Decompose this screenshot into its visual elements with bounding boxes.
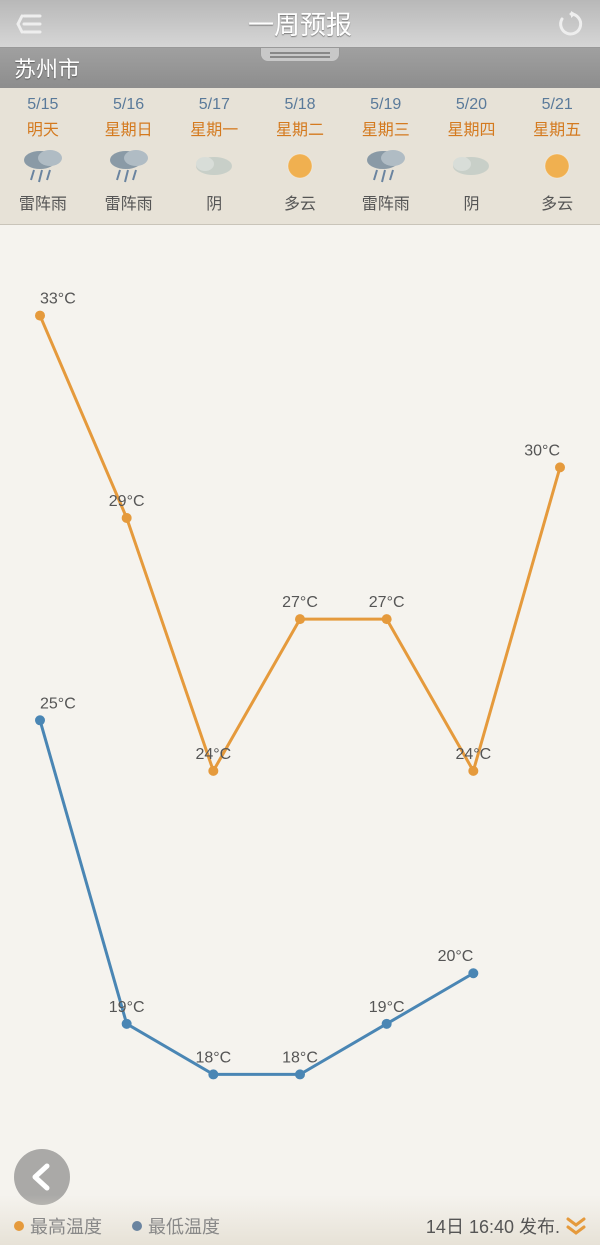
day-date: 5/21: [514, 96, 600, 114]
weather-icon: [534, 146, 580, 186]
day-label: 星期五: [514, 116, 600, 140]
weather-icon: [191, 146, 237, 186]
day-condition: 多云: [257, 190, 343, 214]
day-col[interactable]: 5/19 星期三 雷阵雨: [343, 88, 429, 224]
chevron-down-icon[interactable]: [566, 1217, 586, 1235]
legend-high-dot: [14, 1221, 24, 1231]
forecast-row: 5/15 明天 雷阵雨 5/16 星期日 雷阵雨 5/17 星期一 阴 5/18…: [0, 88, 600, 225]
day-condition: 阴: [171, 190, 257, 214]
menu-icon[interactable]: [14, 9, 44, 39]
svg-text:18°C: 18°C: [282, 1049, 318, 1066]
svg-text:19°C: 19°C: [369, 999, 405, 1016]
header: 一周预报: [0, 0, 600, 48]
page-title: 一周预报: [248, 5, 352, 42]
svg-text:30°C: 30°C: [524, 442, 560, 459]
day-label: 星期日: [86, 116, 172, 140]
day-condition: 雷阵雨: [343, 190, 429, 214]
svg-text:20°C: 20°C: [438, 948, 474, 965]
day-col[interactable]: 5/21 星期五 多云: [514, 88, 600, 224]
day-condition: 阴: [429, 190, 515, 214]
day-condition: 多云: [514, 190, 600, 214]
legend-low-dot: [132, 1221, 142, 1231]
weather-icon: [363, 146, 409, 186]
publish-time: 14日 16:40 发布.: [426, 1213, 586, 1239]
weather-icon: [448, 146, 494, 186]
day-label: 明天: [0, 116, 86, 140]
legend-low-label: 最低温度: [148, 1213, 220, 1239]
legend-high: 最高温度: [14, 1213, 102, 1239]
day-date: 5/20: [429, 96, 515, 114]
footer: 最高温度 最低温度 14日 16:40 发布.: [0, 1195, 600, 1245]
weather-icon: [277, 146, 323, 186]
day-col[interactable]: 5/15 明天 雷阵雨: [0, 88, 86, 224]
legend-low: 最低温度: [132, 1213, 220, 1239]
day-date: 5/19: [343, 96, 429, 114]
day-date: 5/18: [257, 96, 343, 114]
weather-icon: [20, 146, 66, 186]
day-condition: 雷阵雨: [0, 190, 86, 214]
svg-text:24°C: 24°C: [455, 746, 491, 763]
svg-text:25°C: 25°C: [40, 695, 76, 712]
temperature-chart: 33°C 29°C 24°C 27°C 27°C 24°C 30°C 25°C 19°C 18°C…: [0, 255, 600, 1175]
svg-text:27°C: 27°C: [282, 594, 318, 611]
day-date: 5/15: [0, 96, 86, 114]
svg-text:27°C: 27°C: [369, 594, 405, 611]
day-date: 5/17: [171, 96, 257, 114]
day-label: 星期一: [171, 116, 257, 140]
drag-handle-icon[interactable]: [260, 48, 340, 62]
svg-text:19°C: 19°C: [109, 999, 145, 1016]
day-col[interactable]: 5/17 星期一 阴: [171, 88, 257, 224]
svg-text:33°C: 33°C: [40, 291, 76, 308]
day-col[interactable]: 5/18 星期二 多云: [257, 88, 343, 224]
day-label: 星期四: [429, 116, 515, 140]
legend-high-label: 最高温度: [30, 1213, 102, 1239]
chart-svg: 33°C 29°C 24°C 27°C 27°C 24°C 30°C 25°C 19°C 18°C…: [0, 255, 600, 1175]
day-date: 5/16: [86, 96, 172, 114]
svg-text:29°C: 29°C: [109, 493, 145, 510]
day-label: 星期三: [343, 116, 429, 140]
day-condition: 雷阵雨: [86, 190, 172, 214]
day-col[interactable]: 5/20 星期四 阴: [429, 88, 515, 224]
day-label: 星期二: [257, 116, 343, 140]
refresh-icon[interactable]: [556, 9, 586, 39]
publish-label: 14日 16:40 发布.: [426, 1213, 560, 1239]
svg-text:18°C: 18°C: [195, 1049, 231, 1066]
svg-text:24°C: 24°C: [195, 746, 231, 763]
day-col[interactable]: 5/16 星期日 雷阵雨: [86, 88, 172, 224]
weather-icon: [106, 146, 152, 186]
